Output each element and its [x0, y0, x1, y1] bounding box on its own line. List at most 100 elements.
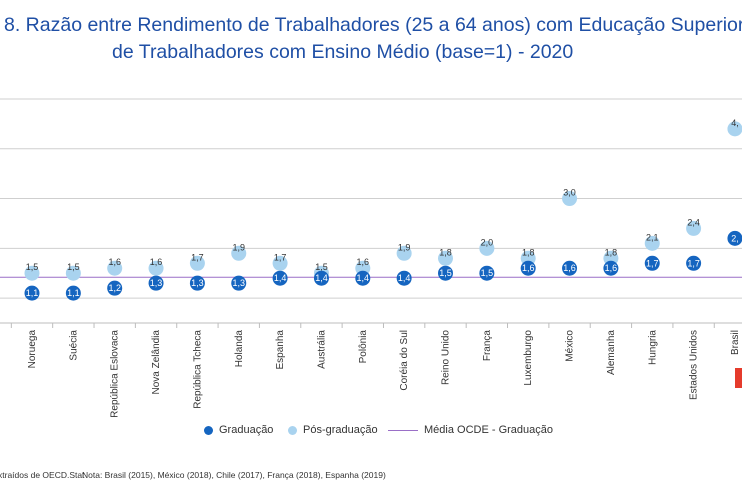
label-graduacao-10: 1,5 — [439, 268, 452, 278]
label-pos-graduacao-9: 1,9 — [398, 242, 411, 252]
source-text: xtraídos de OECD.Stat — [0, 470, 85, 480]
legend-graduacao-dot-icon — [204, 425, 213, 435]
brasil-highlight-marker — [735, 368, 742, 388]
category-label-3: Nova Zelândia — [151, 330, 162, 395]
legend-pos-graduacao-dot-icon — [288, 425, 297, 435]
point-graduacao-11 — [479, 265, 495, 281]
category-label-15: Hungria — [647, 330, 658, 365]
label-graduacao-17: 2, — [731, 233, 739, 243]
chart-title-line-2: de Trabalhadores com Ensino Médio (base=… — [112, 41, 574, 63]
point-pos-graduacao-4 — [189, 255, 205, 271]
category-label-10: Reino Unido — [441, 330, 452, 385]
label-pos-graduacao-10: 1,8 — [439, 247, 452, 257]
label-graduacao-15: 1,7 — [646, 258, 659, 268]
label-graduacao-12: 1,6 — [522, 263, 535, 273]
label-pos-graduacao-1: 1,5 — [67, 262, 80, 272]
category-label-8: Polônia — [358, 330, 369, 364]
label-pos-graduacao-13: 3,0 — [563, 188, 576, 198]
point-graduacao-13 — [562, 260, 578, 276]
label-graduacao-7: 1,4 — [315, 273, 328, 283]
label-pos-graduacao-17: 4, — [731, 118, 739, 128]
point-graduacao-1 — [65, 285, 81, 301]
label-pos-graduacao-12: 1,8 — [522, 247, 535, 257]
category-label-0: Noruega — [27, 330, 38, 369]
category-label-1: Suécia — [68, 330, 79, 361]
category-label-13: México — [565, 330, 576, 362]
label-graduacao-2: 1,2 — [108, 283, 121, 293]
label-graduacao-1: 1,1 — [67, 288, 80, 298]
point-pos-graduacao-15 — [644, 235, 660, 251]
label-graduacao-0: 1,1 — [26, 288, 39, 298]
category-label-11: França — [482, 330, 493, 362]
label-graduacao-11: 1,5 — [481, 268, 494, 278]
point-graduacao-4 — [189, 275, 205, 291]
category-label-4: República Tcheca — [192, 330, 203, 409]
legend-graduacao-label: Graduação — [219, 424, 274, 436]
point-graduacao-6 — [272, 270, 288, 286]
legend-media-label: Média OCDE - Graduação — [424, 424, 553, 436]
point-graduacao-12 — [520, 260, 536, 276]
label-pos-graduacao-15: 2,1 — [646, 232, 659, 242]
category-label-16: Estados Unidos — [689, 330, 700, 400]
point-graduacao-7 — [313, 270, 329, 286]
label-pos-graduacao-11: 2,0 — [481, 237, 494, 247]
point-graduacao-17 — [727, 230, 742, 246]
label-graduacao-9: 1,4 — [398, 273, 411, 283]
label-graduacao-16: 1,7 — [687, 258, 700, 268]
label-graduacao-5: 1,3 — [232, 278, 245, 288]
legend-media-line-icon — [388, 429, 418, 431]
label-pos-graduacao-0: 1,5 — [26, 262, 39, 272]
legend-item-graduacao: Graduação — [204, 424, 273, 436]
category-label-14: Alemanha — [606, 330, 617, 375]
label-pos-graduacao-8: 1,6 — [357, 257, 370, 267]
point-graduacao-5 — [231, 275, 247, 291]
point-graduacao-0 — [24, 285, 40, 301]
label-pos-graduacao-16: 2,4 — [687, 217, 700, 227]
category-label-2: República Eslovaca — [110, 330, 121, 418]
label-graduacao-14: 1,6 — [605, 263, 618, 273]
chart-plot: 1,5 1,5 1,6 1,6 1,7 1,9 1,7 1,5 1,6 1,9 1,8 2,0 1,8 3… — [0, 98, 742, 418]
point-pos-graduacao-10 — [438, 250, 453, 266]
label-pos-graduacao-14: 1,8 — [605, 247, 618, 257]
point-graduacao-14 — [603, 260, 619, 276]
label-pos-graduacao-3: 1,6 — [150, 257, 163, 267]
point-pos-graduacao-13 — [562, 191, 578, 207]
category-label-17: Brasil — [730, 330, 741, 355]
point-pos-graduacao-9 — [396, 245, 412, 261]
category-label-12: Luxemburgo — [523, 330, 534, 386]
legend-item-pos-graduacao: Pós-graduação — [288, 424, 378, 436]
chart-title-line-1: 8. Razão entre Rendimento de Trabalhador… — [4, 14, 742, 36]
point-graduacao-8 — [355, 270, 371, 286]
label-graduacao-3: 1,3 — [150, 278, 163, 288]
point-pos-graduacao-2 — [107, 260, 123, 276]
category-label-7: Austrália — [316, 330, 327, 369]
label-pos-graduacao-2: 1,6 — [108, 257, 121, 267]
label-graduacao-8: 1,4 — [357, 273, 370, 283]
category-label-5: Holanda — [234, 330, 245, 368]
point-pos-graduacao-6 — [272, 255, 288, 271]
label-pos-graduacao-5: 1,9 — [232, 242, 245, 252]
point-graduacao-3 — [148, 275, 164, 291]
point-pos-graduacao-16 — [686, 220, 702, 236]
category-label-6: Espanha — [275, 330, 286, 370]
label-graduacao-13: 1,6 — [563, 263, 576, 273]
point-pos-graduacao-3 — [148, 260, 164, 276]
label-graduacao-6: 1,4 — [274, 273, 287, 283]
point-graduacao-16 — [686, 255, 702, 271]
point-pos-graduacao-5 — [231, 245, 247, 261]
point-graduacao-9 — [396, 270, 412, 286]
note-text: Nota: Brasil (2015), México (2018), Chil… — [82, 470, 386, 480]
category-label-9: Coréia do Sul — [399, 330, 410, 391]
label-pos-graduacao-4: 1,7 — [191, 252, 204, 262]
label-pos-graduacao-7: 1,5 — [315, 262, 328, 272]
label-pos-graduacao-6: 1,7 — [274, 252, 287, 262]
point-graduacao-10 — [438, 265, 453, 281]
point-graduacao-2 — [107, 280, 123, 296]
point-pos-graduacao-1 — [65, 265, 81, 281]
legend-pos-graduacao-label: Pós-graduação — [303, 424, 378, 436]
point-graduacao-15 — [644, 255, 660, 271]
point-pos-graduacao-0 — [24, 265, 40, 281]
point-pos-graduacao-11 — [479, 240, 495, 256]
chart-legend: Graduação Pós-graduação Média OCDE - Gra… — [0, 424, 742, 442]
label-graduacao-4: 1,3 — [191, 278, 204, 288]
